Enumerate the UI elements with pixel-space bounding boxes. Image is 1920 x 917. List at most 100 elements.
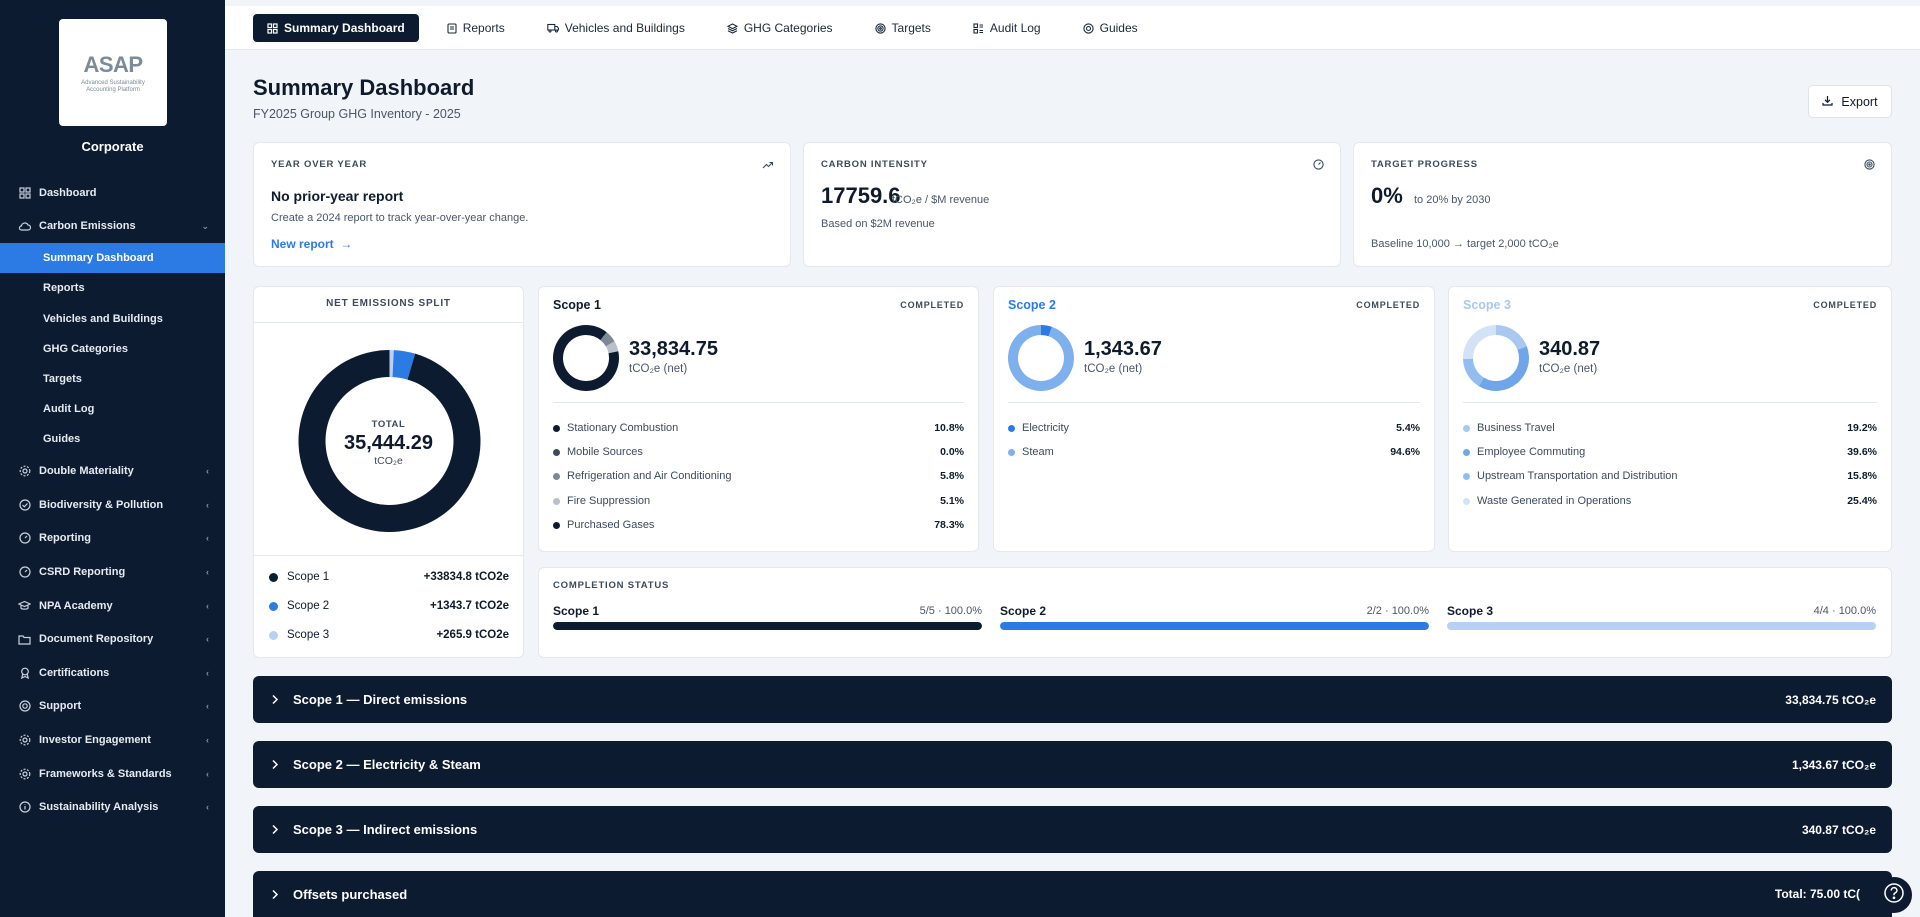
legend-row-scope-1: Scope 1 +33834.8 tCO2e: [269, 568, 509, 586]
scope-2-slice-employee-commuting: [1478, 346, 1529, 391]
accordion-title: Offsets purchased: [293, 886, 408, 902]
category-pct: 5.8%: [940, 470, 964, 482]
category-dot: [553, 472, 560, 480]
category-row: Waste Generated in Operations 25.4%: [1463, 493, 1877, 509]
tab-audit-log[interactable]: Audit Log: [959, 14, 1055, 42]
kpi-label: CARBON INTENSITY: [821, 159, 928, 170]
sidebar-item-investor-engagement[interactable]: Investor Engagement ‹: [0, 723, 225, 757]
category-dot: [553, 497, 560, 505]
chevron-right-icon: [271, 889, 279, 900]
sidebar-item-label: Certifications: [39, 666, 110, 679]
net-emissions-split-card: NET EMISSIONS SPLIT TOTAL 35,444.29 tCO₂…: [253, 286, 524, 658]
gear-icon: [18, 465, 31, 478]
kpi-card-yoy: YEAR OVER YEAR No prior-year report Crea…: [253, 142, 791, 267]
category-name: Business Travel: [1477, 422, 1555, 434]
tab-label: Reports: [462, 21, 505, 35]
tab-vehicles-buildings[interactable]: Vehicles and Buildings: [533, 14, 699, 42]
accordion-total: Total: 75.00 tC(: [1774, 887, 1860, 901]
sidebar-item-label: Dashboard: [39, 186, 97, 199]
category-dot: [553, 448, 560, 456]
new-report-link[interactable]: New report →: [271, 237, 353, 251]
completion-ratio: 4/4 · 100.0%: [1813, 605, 1876, 617]
sidebar-item-sustainability-analysis[interactable]: Sustainability Analysis ‹: [0, 790, 225, 824]
tab-summary-dashboard[interactable]: Summary Dashboard: [253, 14, 419, 42]
chevron-right-icon: [271, 694, 279, 705]
trending-up-icon: [762, 157, 774, 175]
grid-icon: [18, 186, 31, 199]
kpi-title: No prior-year report: [271, 188, 404, 204]
help-icon: [1883, 882, 1905, 909]
sidebar-subitem-audit-log[interactable]: Audit Log: [43, 403, 95, 416]
sidebar-item-label: Carbon Emissions: [39, 220, 136, 233]
accordion-scope-1[interactable]: Scope 1 — Direct emissions 33,834.75 tCO…: [253, 676, 1892, 723]
scope-unit: tCO₂e (net): [1539, 363, 1598, 375]
chevron-left-icon: ‹: [206, 533, 209, 544]
sidebar-subitem-guides[interactable]: Guides: [43, 433, 81, 446]
award-icon: [18, 666, 31, 679]
accordion-title: Scope 1 — Direct emissions: [293, 692, 468, 707]
legend-name: Scope 2: [287, 600, 330, 612]
scope-unit: tCO₂e (net): [1084, 363, 1143, 375]
accordion-scope-2[interactable]: Scope 2 — Electricity & Steam 1,343.67 t…: [253, 741, 1892, 788]
legend-name: Scope 3: [287, 629, 330, 641]
tab-reports[interactable]: Reports: [433, 14, 519, 42]
tab-label: Vehicles and Buildings: [564, 21, 685, 35]
tab-targets[interactable]: Targets: [861, 14, 945, 42]
layers-icon: [726, 22, 738, 34]
sidebar: ASAP Advanced Sustainability Accounting …: [0, 0, 225, 917]
scope-name: Scope 1: [553, 298, 601, 312]
kpi-label: TARGET PROGRESS: [1371, 159, 1478, 170]
category-pct: 5.1%: [940, 495, 964, 507]
sidebar-item-certifications[interactable]: Certifications ‹: [0, 656, 225, 690]
sidebar-subitem-vehicles-buildings[interactable]: Vehicles and Buildings: [43, 312, 163, 325]
accordion-offsets[interactable]: Offsets purchased Total: 75.00 tC(: [253, 871, 1892, 917]
sidebar-nav: Dashboard Carbon Emissions ⌄ Summary Das…: [0, 176, 225, 824]
sidebar-subitem-summary-dashboard[interactable]: Summary Dashboard: [0, 243, 225, 274]
tab-label: GHG Categories: [743, 21, 833, 35]
chevron-down-icon: ⌄: [201, 220, 209, 231]
scope-1-slice-steam: [1008, 325, 1074, 391]
target-icon: [1864, 157, 1875, 175]
download-icon: [1822, 95, 1834, 109]
gauge-icon: [18, 532, 31, 545]
progress-fill: [553, 622, 982, 630]
sidebar-item-npa-academy[interactable]: NPA Academy ‹: [0, 589, 225, 623]
scope-3-donut: [1463, 325, 1529, 391]
tab-ghg-categories[interactable]: GHG Categories: [713, 14, 847, 42]
sidebar-subitem-ghg-categories[interactable]: GHG Categories: [43, 342, 128, 355]
sidebar-item-reporting[interactable]: Reporting ‹: [0, 522, 225, 556]
accordion-scope-3[interactable]: Scope 3 — Indirect emissions 340.87 tCO₂…: [253, 806, 1892, 853]
scope-value: 1,343.67: [1084, 338, 1162, 360]
sidebar-item-biodiversity[interactable]: Biodiversity & Pollution ‹: [0, 488, 225, 522]
sidebar-item-support[interactable]: Support ‹: [0, 690, 225, 724]
status-badge: COMPLETED: [1356, 300, 1420, 310]
sidebar-item-document-repository[interactable]: Document Repository ‹: [0, 622, 225, 656]
category-pct: 15.8%: [1847, 470, 1877, 482]
scope-name: Scope 2: [1008, 298, 1056, 312]
logo-text: ASAP: [83, 51, 143, 77]
sidebar-item-carbon-emissions[interactable]: Carbon Emissions ⌄: [0, 210, 225, 244]
sidebar-item-csrd-reporting[interactable]: CSRD Reporting ‹: [0, 555, 225, 589]
sidebar-item-dashboard[interactable]: Dashboard: [0, 176, 225, 210]
accordion-total: 340.87 tCO₂e: [1801, 822, 1876, 837]
help-button[interactable]: [1876, 877, 1912, 913]
tab-guides[interactable]: Guides: [1069, 14, 1152, 42]
export-button[interactable]: Export: [1808, 85, 1892, 118]
scope-value: 33,834.75: [629, 338, 718, 360]
donut-total-label: TOTAL: [371, 419, 406, 430]
category-name: Electricity: [1022, 422, 1070, 434]
dashboard-icon: [267, 22, 278, 34]
net-emissions-slice-scope-1: [298, 350, 481, 532]
category-pct: 5.4%: [1396, 422, 1420, 434]
category-row: Purchased Gases 78.3%: [553, 517, 964, 533]
sidebar-item-label: Sustainability Analysis: [39, 801, 159, 814]
sidebar-subitem-targets[interactable]: Targets: [43, 373, 82, 386]
kpi-note: Based on $2M revenue: [821, 218, 935, 230]
donut-total-value: 35,444.29: [344, 432, 433, 454]
net-emissions-slice-scope-3: [389, 350, 394, 378]
lifebuoy-icon: [1082, 22, 1094, 34]
sidebar-item-double-materiality[interactable]: Double Materiality ‹: [0, 455, 225, 489]
sidebar-subitem-reports[interactable]: Reports: [43, 282, 85, 295]
folder-icon: [18, 633, 31, 646]
sidebar-item-frameworks-standards[interactable]: Frameworks & Standards ‹: [0, 757, 225, 791]
